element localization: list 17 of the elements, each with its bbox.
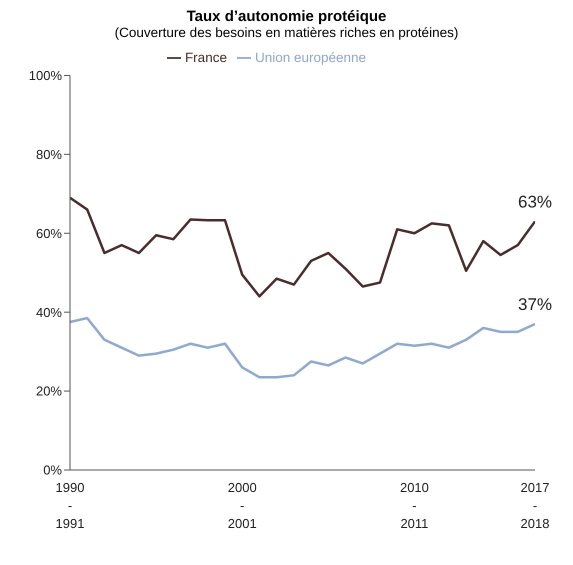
y-tick-label: 60% bbox=[36, 226, 62, 241]
y-tick-label: 80% bbox=[36, 146, 62, 162]
y-tick-label: 100% bbox=[28, 68, 62, 84]
y-tick-label: 0% bbox=[43, 462, 62, 478]
chart-subtitle: (Couverture des besoins en matières riches en protéines) bbox=[114, 25, 460, 40]
x-tick-label: 2017 - 2018 bbox=[520, 480, 550, 531]
x-tick-label: 1990 - 1991 bbox=[56, 480, 84, 531]
annotation: 37% bbox=[518, 295, 552, 314]
y-tick-label: 20% bbox=[36, 384, 62, 399]
x-tick-label: 2010 - 2011 bbox=[400, 480, 429, 531]
line-series bbox=[70, 316, 535, 379]
legend-label: France bbox=[184, 50, 227, 65]
legend-label: Union européenne bbox=[254, 50, 366, 65]
x-tick-label: 2000 - 2001 bbox=[228, 480, 257, 531]
y-tick-label: 40% bbox=[36, 304, 62, 320]
annotation: 63% bbox=[518, 192, 552, 212]
chart-title: Taux d’autonomie protéique bbox=[186, 8, 388, 25]
